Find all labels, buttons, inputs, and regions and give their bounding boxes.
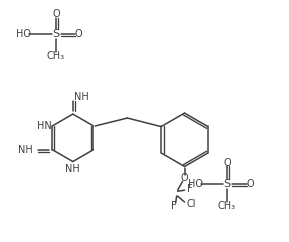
Text: O: O <box>247 179 255 189</box>
Text: O: O <box>181 173 188 183</box>
Text: Cl: Cl <box>186 199 196 209</box>
Text: CH₃: CH₃ <box>218 201 236 211</box>
Text: NH: NH <box>65 164 80 174</box>
Text: O: O <box>52 9 60 19</box>
Text: NH: NH <box>18 145 33 155</box>
Text: O: O <box>75 29 83 39</box>
Text: S: S <box>53 29 60 39</box>
Text: S: S <box>223 179 231 189</box>
Text: CH₃: CH₃ <box>47 51 65 61</box>
Text: NH: NH <box>74 92 88 102</box>
Text: HN: HN <box>36 121 51 131</box>
Text: HO: HO <box>16 29 31 39</box>
Text: F: F <box>186 184 192 194</box>
Text: O: O <box>223 158 231 167</box>
Text: HO: HO <box>188 179 203 189</box>
Text: F: F <box>171 201 177 211</box>
